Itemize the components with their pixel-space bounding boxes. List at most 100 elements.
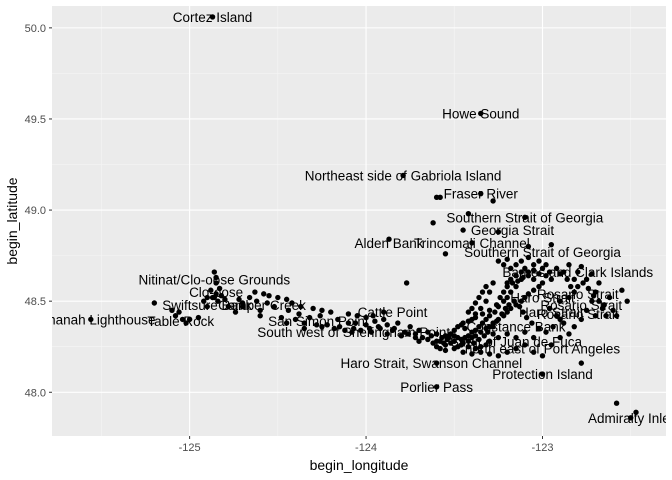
data-point bbox=[218, 293, 225, 299]
data-point bbox=[470, 340, 477, 346]
data-point bbox=[430, 220, 436, 226]
data-point bbox=[539, 371, 546, 377]
point-label: Alden Bank bbox=[354, 236, 423, 251]
y-tick-label: 50.0 bbox=[25, 23, 46, 35]
data-point bbox=[458, 342, 465, 348]
data-point bbox=[493, 318, 500, 324]
data-point bbox=[469, 240, 475, 246]
x-tick-label: -124 bbox=[355, 442, 377, 454]
point-label: Southern Strait of Georgia bbox=[464, 245, 621, 260]
data-point bbox=[571, 323, 577, 330]
x-axis-ticks: -125 -124 -123 bbox=[179, 436, 554, 454]
data-point bbox=[539, 353, 546, 359]
data-point bbox=[275, 294, 281, 301]
data-point bbox=[539, 265, 546, 272]
data-point bbox=[472, 314, 479, 321]
data-point bbox=[520, 274, 526, 281]
data-point bbox=[485, 329, 491, 335]
data-point bbox=[179, 316, 186, 323]
data-point bbox=[536, 258, 542, 264]
y-tick-label: 48.5 bbox=[25, 296, 46, 308]
data-point bbox=[476, 336, 482, 343]
data-point bbox=[458, 322, 465, 328]
point-label: Carmanah Lighthouse bbox=[23, 312, 156, 327]
data-point bbox=[557, 298, 563, 304]
data-point bbox=[395, 320, 401, 326]
data-point bbox=[370, 313, 376, 319]
point-label: Trincomali Channel bbox=[414, 236, 530, 251]
data-point bbox=[437, 345, 443, 352]
point-label: Nitinat/Clo-oose Grounds bbox=[139, 272, 291, 287]
data-point bbox=[465, 338, 472, 344]
data-point bbox=[478, 110, 484, 117]
point-label: Rosario Strait bbox=[540, 298, 622, 313]
data-point bbox=[530, 334, 537, 341]
data-point bbox=[557, 334, 563, 341]
data-point bbox=[571, 289, 577, 295]
data-point bbox=[469, 351, 475, 357]
data-point bbox=[513, 262, 519, 268]
data-point bbox=[313, 322, 320, 328]
data-point bbox=[425, 336, 431, 343]
data-point bbox=[483, 283, 489, 290]
data-point bbox=[548, 342, 555, 348]
data-point bbox=[345, 311, 352, 317]
data-point bbox=[402, 329, 408, 335]
point-label: South west of Sheringham Point bbox=[257, 325, 450, 340]
data-point bbox=[504, 256, 510, 262]
data-point bbox=[578, 360, 585, 366]
y-tick-label: 49.0 bbox=[25, 205, 46, 217]
data-point bbox=[560, 269, 567, 275]
data-point bbox=[208, 287, 214, 293]
data-point bbox=[264, 300, 270, 306]
data-point bbox=[222, 296, 228, 303]
data-point bbox=[151, 300, 158, 306]
data-point bbox=[513, 345, 519, 352]
data-point bbox=[589, 271, 595, 277]
data-point bbox=[476, 323, 482, 330]
data-point bbox=[433, 338, 440, 344]
data-point bbox=[465, 344, 472, 350]
data-point bbox=[560, 320, 567, 326]
data-point bbox=[407, 323, 413, 330]
data-point bbox=[511, 298, 517, 304]
data-point bbox=[509, 280, 516, 286]
data-point bbox=[416, 338, 422, 344]
data-point bbox=[216, 285, 223, 292]
data-point bbox=[425, 329, 431, 335]
point-label: Haro Strait bbox=[510, 291, 575, 306]
data-point bbox=[495, 353, 502, 359]
data-point bbox=[529, 320, 535, 326]
data-point bbox=[575, 269, 581, 275]
data-point bbox=[504, 294, 510, 301]
data-point bbox=[375, 323, 382, 330]
data-point bbox=[319, 323, 325, 330]
data-point bbox=[261, 291, 267, 297]
data-point bbox=[515, 278, 521, 284]
data-point bbox=[490, 280, 496, 286]
data-point bbox=[522, 214, 528, 221]
data-point bbox=[213, 274, 219, 281]
data-point bbox=[442, 347, 449, 354]
data-point bbox=[492, 309, 498, 315]
data-point bbox=[381, 309, 387, 315]
data-point bbox=[183, 320, 189, 326]
data-point bbox=[451, 345, 457, 352]
data-point bbox=[518, 269, 525, 275]
data-point bbox=[232, 309, 239, 315]
data-point bbox=[553, 265, 560, 272]
data-point bbox=[384, 322, 390, 328]
data-point bbox=[483, 316, 489, 323]
data-point bbox=[469, 329, 475, 335]
data-point bbox=[483, 298, 489, 304]
data-point bbox=[195, 314, 202, 321]
data-point bbox=[500, 262, 507, 268]
data-point bbox=[495, 229, 502, 235]
point-label: Table Rock bbox=[147, 314, 214, 329]
data-point bbox=[317, 313, 323, 319]
data-point bbox=[478, 349, 484, 355]
data-point bbox=[398, 333, 405, 339]
data-point bbox=[550, 323, 556, 330]
point-label: Northeast side of Gabriola Island bbox=[305, 168, 502, 183]
data-point bbox=[596, 280, 602, 286]
